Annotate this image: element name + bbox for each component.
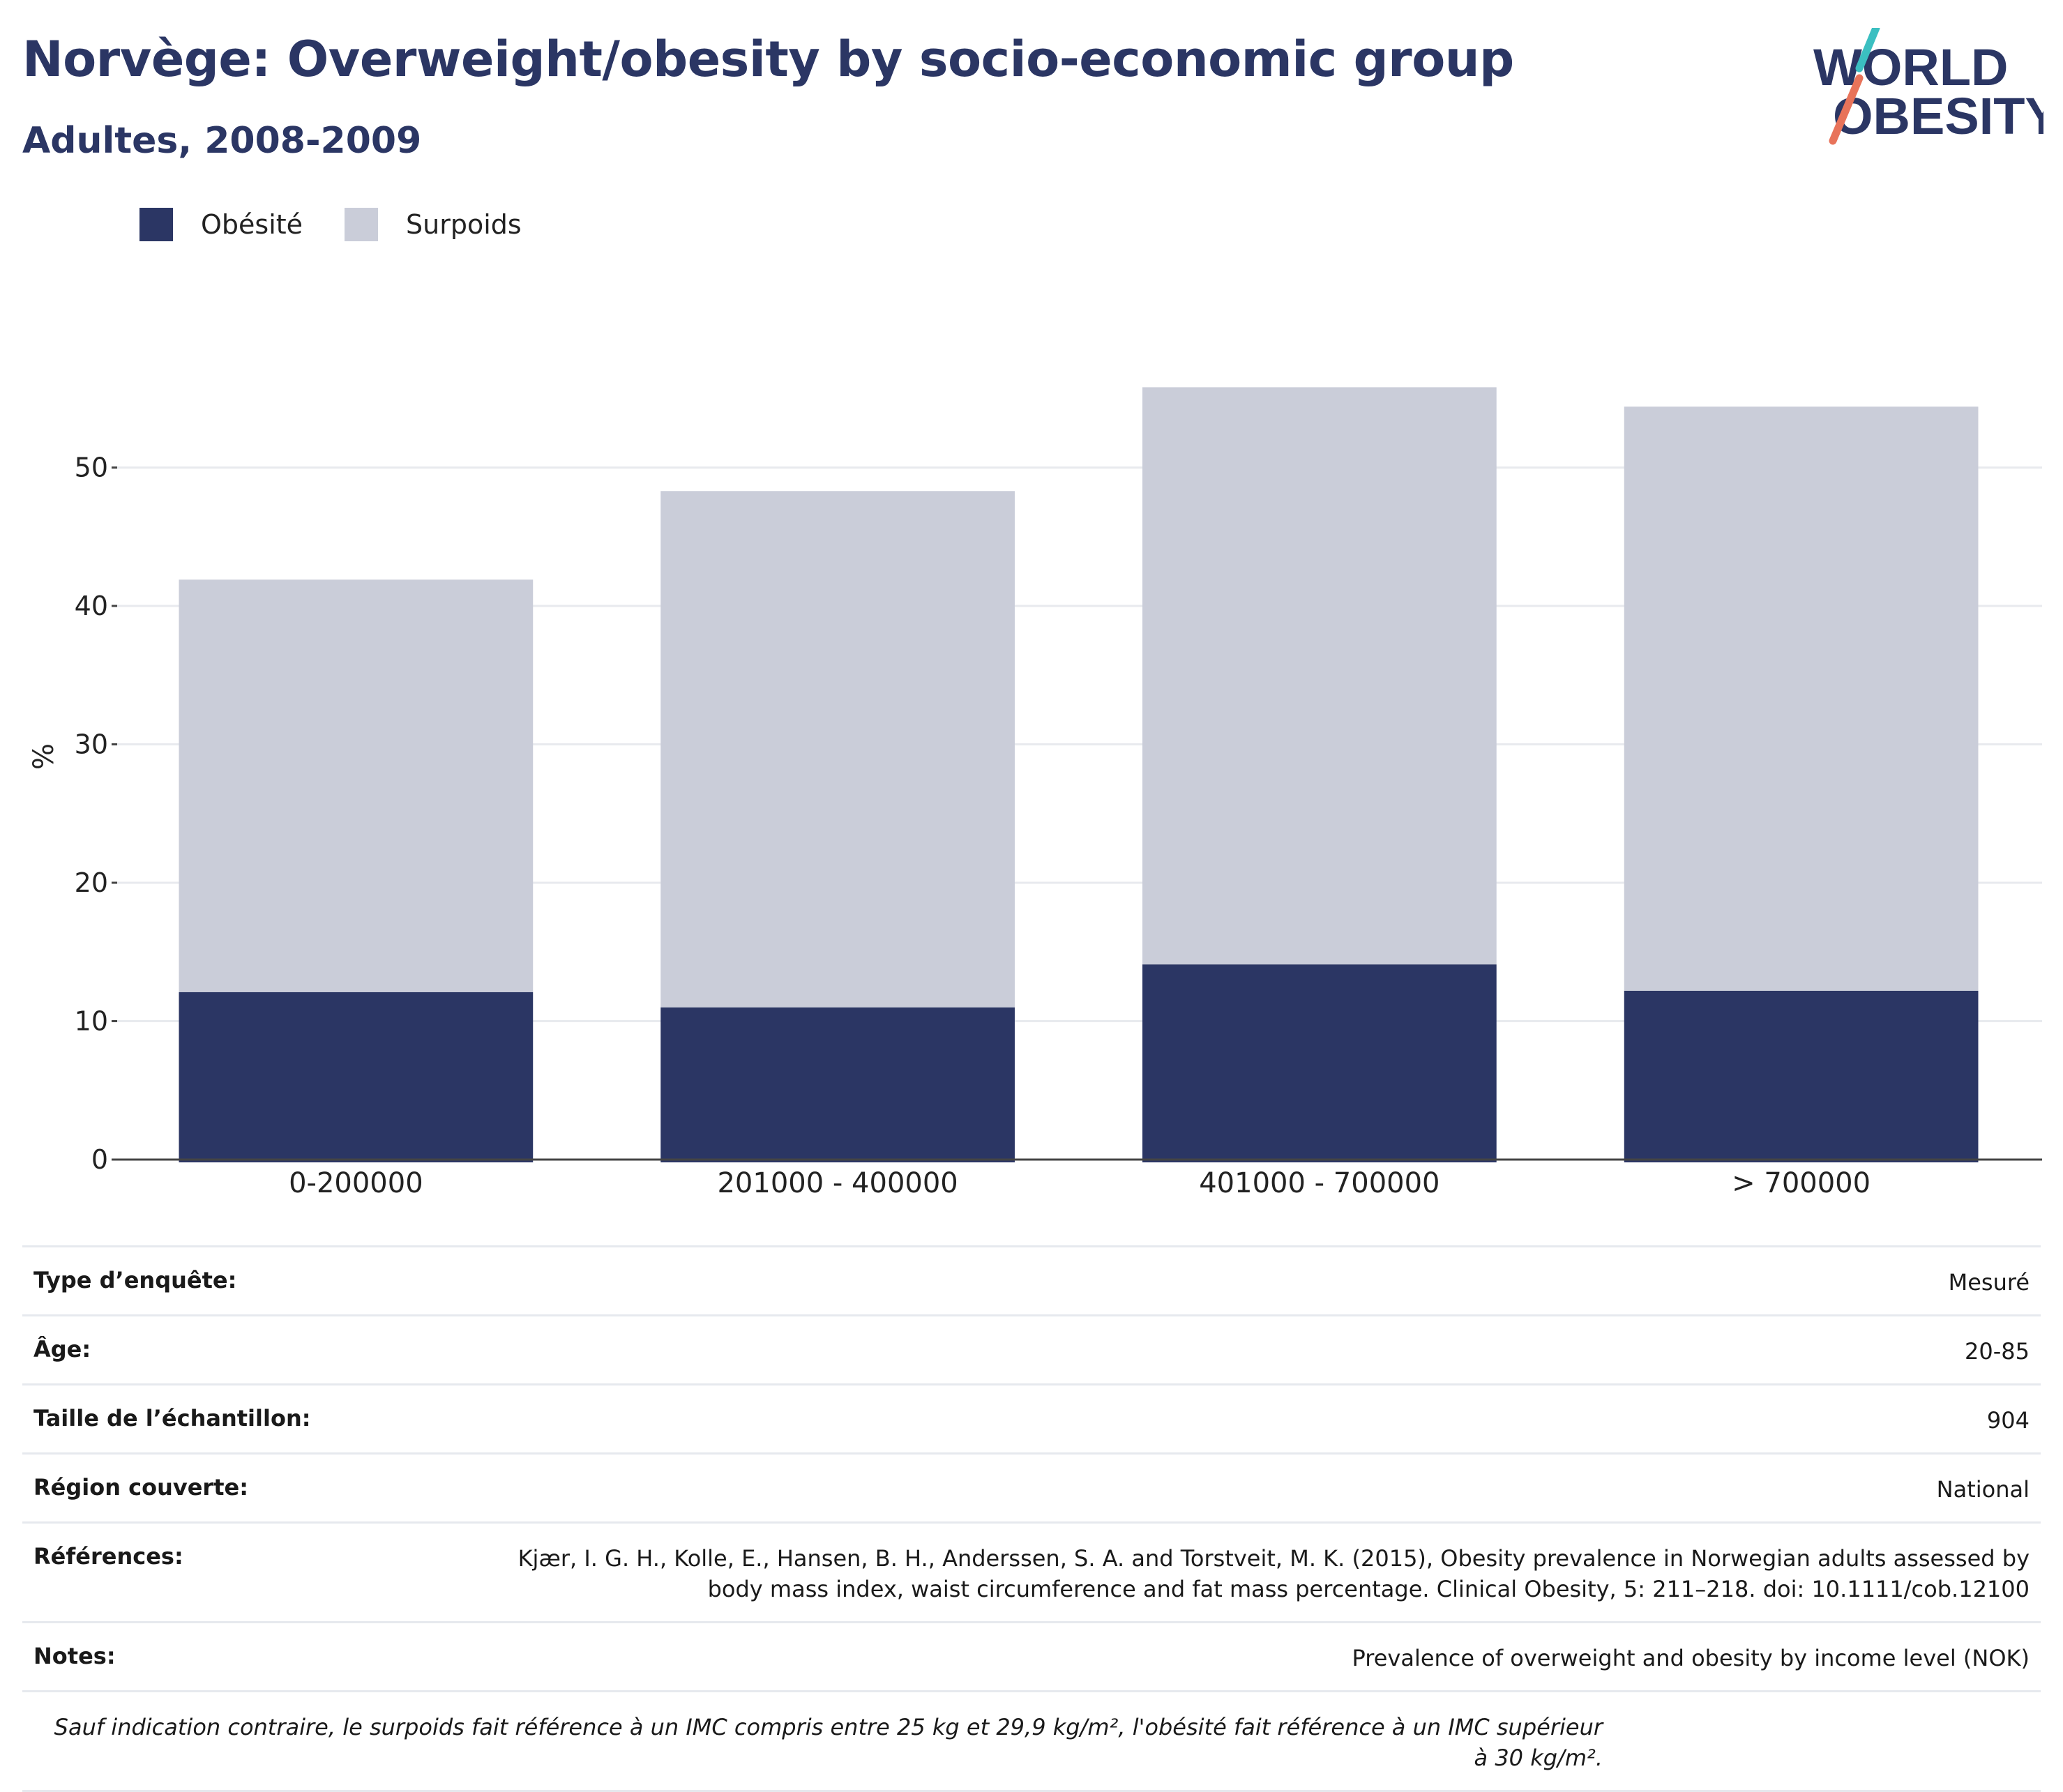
legend-label-obesite: Obésité bbox=[201, 209, 303, 240]
legend-swatch-obesite bbox=[139, 208, 173, 241]
world-obesity-logo: WORLD OBESITY bbox=[1813, 28, 2043, 145]
survey-type-value: Mesuré bbox=[1948, 1269, 2030, 1296]
bar-obesite bbox=[1624, 990, 1979, 1162]
info-row-region: Région couverte: National bbox=[22, 1452, 2041, 1521]
bar-obesite bbox=[660, 1007, 1015, 1162]
x-tick-label: > 700000 bbox=[1732, 1167, 1871, 1199]
y-tick-label: 50 bbox=[75, 453, 108, 483]
notes-value: Prevalence of overweight and obesity by … bbox=[1352, 1645, 2030, 1671]
y-tick-label: 10 bbox=[75, 1006, 108, 1037]
x-tick-label: 0-200000 bbox=[289, 1167, 423, 1199]
bar-surpoids bbox=[1624, 407, 1979, 991]
chart-title: Norvège: Overweight/obesity by socio-eco… bbox=[22, 31, 1514, 88]
logo-line1: WORLD bbox=[1813, 38, 2009, 96]
legend-swatch-surpoids bbox=[345, 208, 379, 241]
chart-subtitle: Adultes, 2008-2009 bbox=[22, 120, 422, 162]
legend: Obésité Surpoids bbox=[139, 208, 564, 241]
references-line-1: Kjær, I. G. H., Kolle, E., Hansen, B. H.… bbox=[517, 1545, 2030, 1572]
y-axis-label: % bbox=[28, 743, 60, 770]
notes-label: Notes: bbox=[33, 1643, 116, 1669]
stacked-bar-chart: 0 10 20 30 40 50% 0-200000 201000 - 400000 40100… bbox=[28, 387, 2042, 1199]
logo-line2: OBESITY bbox=[1833, 87, 2043, 145]
y-tick-label: 20 bbox=[75, 867, 108, 898]
logo-slash-coral bbox=[1829, 74, 1864, 145]
bar-surpoids bbox=[660, 491, 1015, 1008]
y-tick-label: 40 bbox=[75, 591, 108, 621]
y-tick-label: 30 bbox=[75, 729, 108, 760]
y-tick-label: 0 bbox=[91, 1144, 108, 1175]
references-label: Références: bbox=[33, 1543, 183, 1570]
bar-surpoids bbox=[179, 579, 534, 992]
x-tick-label: 401000 - 700000 bbox=[1199, 1167, 1439, 1199]
info-row-references: Références: Kjær, I. G. H., Kolle, E., H… bbox=[22, 1521, 2041, 1621]
info-row-survey-type: Type d’enquête: Mesuré bbox=[22, 1245, 2041, 1314]
legend-label-surpoids: Surpoids bbox=[406, 209, 522, 240]
legend-item-surpoids[interactable]: Surpoids bbox=[345, 208, 522, 241]
bar-obesite bbox=[1142, 964, 1497, 1162]
sample-size-label: Taille de l’échantillon: bbox=[33, 1405, 311, 1432]
sample-size-value: 904 bbox=[1986, 1407, 2030, 1434]
legend-item-obesite[interactable]: Obésité bbox=[139, 208, 303, 241]
footnote-text: Sauf indication contraire, le surpoids f… bbox=[54, 1714, 1603, 1771]
bar-obesite bbox=[179, 992, 534, 1162]
references-line-2: body mass index, waist circumference and… bbox=[707, 1576, 2030, 1602]
age-label: Âge: bbox=[33, 1336, 91, 1362]
region-label: Région couverte: bbox=[33, 1474, 248, 1501]
x-tick-label: 201000 - 400000 bbox=[717, 1167, 958, 1199]
info-row-notes: Notes: Prevalence of overweight and obes… bbox=[22, 1621, 2041, 1690]
references-value: Kjær, I. G. H., Kolle, E., Hansen, B. H.… bbox=[518, 1543, 2030, 1604]
info-table: Type d’enquête: Mesuré Âge: 20-85 Taille… bbox=[22, 1245, 2041, 1792]
info-row-age: Âge: 20-85 bbox=[22, 1314, 2041, 1383]
survey-type-label: Type d’enquête: bbox=[33, 1267, 237, 1293]
region-value: National bbox=[1936, 1476, 2030, 1503]
bar-surpoids bbox=[1142, 387, 1497, 965]
info-row-footnote: Sauf indication contraire, le surpoids f… bbox=[22, 1690, 2041, 1792]
info-row-sample-size: Taille de l’échantillon: 904 bbox=[22, 1383, 2041, 1452]
age-value: 20-85 bbox=[1965, 1338, 2030, 1365]
logo-slash-teal bbox=[1855, 28, 1880, 73]
